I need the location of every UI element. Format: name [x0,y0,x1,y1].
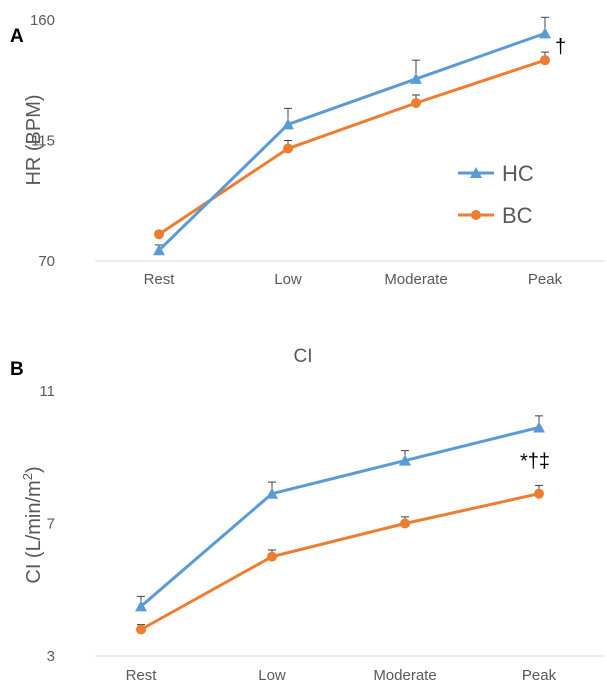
data-point-triangle [282,118,294,130]
data-point-triangle [410,72,422,84]
x-tick-label: Peak [522,667,557,683]
data-point-triangle [533,421,545,433]
y-tick-label: 3 [47,648,55,665]
data-point-circle [283,143,293,154]
x-tick-label: Moderate [384,271,447,288]
data-point-circle [411,98,421,109]
data-point-circle [267,551,277,562]
panel-b: B CI CI (L/min/m2) 3 7 11 Rest Low Moderate Pe… [10,346,605,683]
y-tick-label: 115 [31,133,55,150]
panel-b-chart-title: CI [294,346,313,367]
data-point-triangle [399,454,411,466]
legend-marker-circle [471,210,481,220]
panel-b-plot: 3 7 11 Rest Low Moderate Peak *†‡ [39,383,605,683]
series-hc [153,16,551,256]
legend-label: BC [502,203,533,228]
series-bc [154,51,550,240]
panel-b-y-axis-title-main: CI (L/min/m [23,480,45,583]
y-tick-label: 11 [39,383,55,400]
legend-item-bc: BC [458,203,533,228]
x-tick-label: Peak [528,271,563,288]
panel-a-y-axis-title: HR (BPM) [23,94,45,185]
x-tick-label: Low [274,271,302,288]
legend-label: HC [502,161,534,186]
significance-annotation: *†‡ [520,451,550,473]
y-tick-label: 70 [38,253,55,270]
series-line [140,492,540,631]
y-tick-label: 160 [30,12,55,29]
data-point-triangle [153,244,165,256]
series-hc [135,415,545,612]
legend-item-hc: HC [458,161,534,186]
panel-a-legend: HC BC [458,161,534,228]
data-point-circle [136,624,146,635]
panel-b-letter: B [10,359,24,380]
data-point-triangle [266,487,278,499]
data-point-circle [154,229,164,240]
x-tick-label: Moderate [373,667,436,683]
data-point-circle [534,488,544,499]
data-point-triangle [135,600,147,612]
legend-marker-triangle [470,167,482,178]
panel-b-y-axis-title-sup: 2 [20,473,35,480]
series-bc [136,484,544,635]
series-line [157,31,546,252]
panel-b-y-axis-title-end: ) [23,466,45,473]
panel-a-letter: A [10,26,24,47]
series-line [140,425,540,608]
x-tick-label: Rest [144,271,176,288]
data-point-triangle [539,27,551,39]
panel-b-y-axis-title: CI (L/min/m2) [20,466,45,583]
significance-annotation: † [555,36,566,58]
series-line [158,58,546,236]
panel-a-plot: 70 115 160 Rest Low Moderate Peak † [30,12,605,288]
y-tick-label: 7 [47,516,55,533]
data-point-circle [400,518,410,529]
data-point-circle [540,55,550,66]
x-tick-label: Rest [126,667,158,683]
x-tick-label: Low [258,667,286,683]
